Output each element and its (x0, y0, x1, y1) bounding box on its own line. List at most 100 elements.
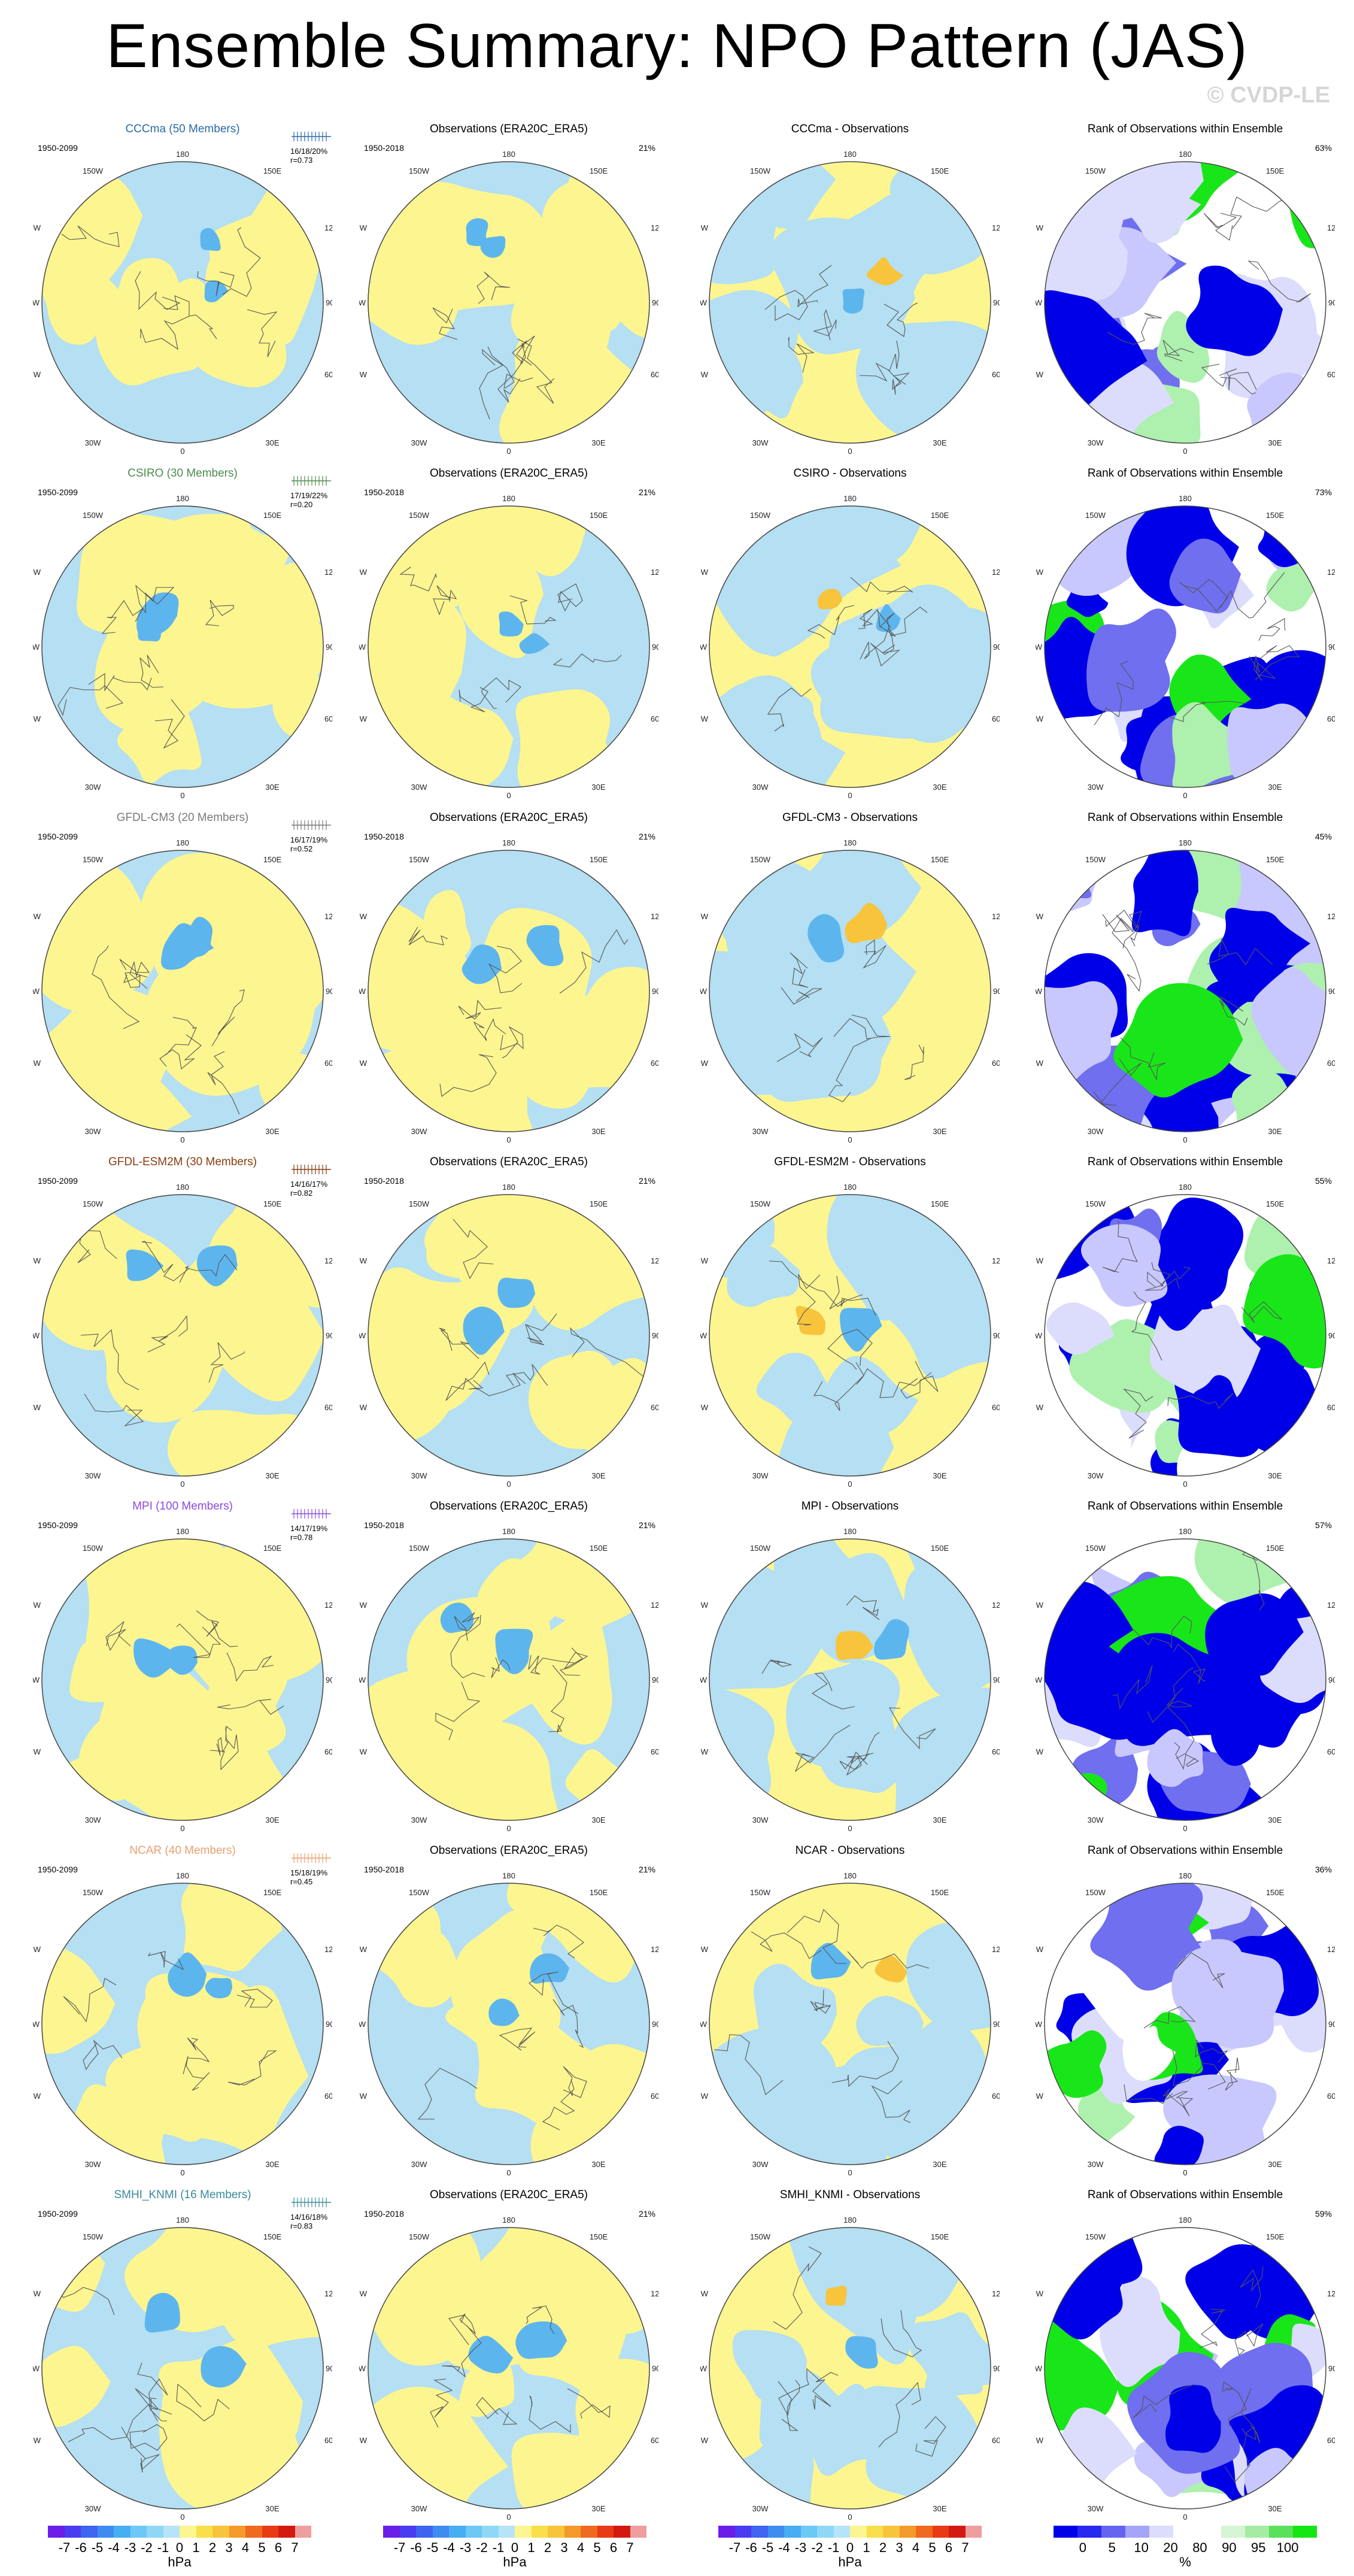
colorbar-tick-label: 0 (1079, 2540, 1086, 2555)
lon-label-tr: 150E (590, 511, 608, 520)
lon-label-tl: 150W (83, 1888, 104, 1897)
colorbar-unit: hPa (503, 2554, 527, 2569)
lon-label-ul: 120W (1036, 912, 1044, 921)
colorbar-tick-label: -3 (794, 2540, 807, 2555)
lon-label-tl: 150W (1085, 1888, 1106, 1897)
percent-label: 45% (1314, 832, 1332, 841)
lon-label-r: 90E (326, 298, 332, 307)
map-border (41, 161, 324, 444)
map-field (368, 2228, 649, 2509)
lon-label-ll: 60W (359, 2092, 368, 2101)
lon-label-top: 180 (502, 1871, 515, 1880)
map-field (368, 850, 649, 1132)
lon-label-bl: 30W (411, 2160, 427, 2169)
polar-map-diff: 180 150W 150E 120W 120E 90W 90E 60W 60E 30W 30E 0 (700, 838, 1000, 1144)
ensemble-stats: 14/16/17% r=0.82 (290, 1180, 327, 1198)
lon-label-br: 30E (1268, 438, 1282, 447)
colorbar-swatch (432, 2526, 449, 2538)
colorbar-swatch (850, 2526, 867, 2538)
stats-corr: r=0.45 (290, 1877, 313, 1886)
map-field (368, 1195, 649, 1476)
panel-model-2: 180 150W 150E 120W 120E 90W 90E 60W 60E 30W 30E 0 CS… (33, 467, 365, 808)
lon-label-ll: 60W (33, 714, 41, 723)
lon-label-ur: 120E (1327, 1945, 1335, 1954)
map-field (1045, 162, 1326, 443)
colorbar-unit: hPa (838, 2554, 862, 2569)
lon-label-ur: 120E (651, 1256, 658, 1265)
colorbar-swatch (1173, 2526, 1197, 2538)
colorbar-swatch (449, 2526, 466, 2538)
lon-label-ul: 120W (700, 1256, 709, 1265)
ensemble-stats: 17/19/22% r=0.20 (290, 491, 327, 509)
lon-label-ur: 120E (1327, 1601, 1335, 1610)
coastlines (769, 1260, 939, 1411)
colorbar-ticks: -7 -6 -5 -4 -3 -2 -1 0 1 2 3 4 5 6 7 (718, 2540, 1030, 2557)
map-field (368, 1883, 649, 2165)
lon-label-tr: 150E (590, 1199, 608, 1208)
lon-label-l: 90W (700, 1675, 708, 1684)
map-border (368, 1883, 650, 2165)
lon-label-tl: 150W (1085, 511, 1106, 520)
colorbar-swatch (899, 2526, 916, 2538)
colorbar-tick-label: 5 (928, 2540, 936, 2555)
lon-label-top: 180 (1179, 838, 1192, 847)
lon-label-bottom: 0 (506, 447, 511, 456)
colorbar-swatch (416, 2526, 433, 2538)
lon-label-tr: 150E (263, 1888, 282, 1897)
panel-rank-2: 180 150W 150E 120W 120E 90W 90E 60W 60E 30W 30E 0 Ra… (1036, 467, 1354, 808)
lon-label-bl: 30W (752, 1127, 769, 1136)
lon-label-tr: 150E (1266, 855, 1285, 864)
lon-label-lr: 60E (651, 714, 658, 723)
lon-label-br: 30E (265, 1816, 279, 1825)
lon-label-top: 180 (843, 494, 857, 503)
lon-label-top: 180 (176, 1527, 189, 1536)
lon-label-bl: 30W (1088, 1127, 1104, 1136)
panel-title: CSIRO - Observations (793, 467, 907, 480)
lon-label-r: 90E (993, 987, 1000, 996)
lon-label-tl: 150W (409, 1199, 430, 1208)
lon-label-tr: 150E (931, 855, 949, 864)
lon-label-top: 180 (1179, 1871, 1192, 1880)
lon-label-ur: 120E (324, 223, 332, 232)
map-field (1045, 850, 1326, 1132)
lon-label-top: 180 (843, 1183, 857, 1192)
lon-label-top: 180 (502, 1183, 515, 1192)
map-border (709, 2227, 991, 2510)
panel-title: GFDL-CM3 (20 Members) (116, 811, 249, 824)
coastlines (399, 566, 622, 713)
panel-diff-7: 180 150W 150E 120W 120E 90W 90E 60W 60E 30W 30E 0 SM… (700, 2189, 1033, 2530)
lon-label-br: 30E (1268, 1471, 1282, 1480)
lon-label-lr: 60E (992, 370, 1000, 379)
map-border (709, 505, 991, 788)
lon-label-ur: 120E (992, 912, 1000, 921)
period-label: 1950-2099 (38, 1865, 78, 1874)
polar-map-obs: 180 150W 150E 120W 120E 90W 90E 60W 60E 30W 30E 0 (359, 1871, 658, 2177)
colorbar-tick-label: 3 (895, 2540, 903, 2555)
lon-label-br: 30E (933, 2160, 946, 2169)
panel-obs-2: 180 150W 150E 120W 120E 90W 90E 60W 60E 30W 30E 0 Ob… (359, 467, 691, 808)
colorbar-tick-label: -5 (761, 2540, 774, 2555)
lon-label-tl: 150W (750, 2232, 771, 2241)
colorbar-swatch (147, 2526, 163, 2538)
map-border (1044, 2227, 1326, 2510)
panel-title: Rank of Observations within Ensemble (1087, 1500, 1283, 1513)
lon-label-ll: 60W (359, 714, 368, 723)
lon-label-lr: 60E (324, 2092, 332, 2101)
lon-label-tr: 150E (931, 511, 949, 520)
stats-corr: r=0.52 (290, 844, 313, 853)
colorbar-swatch (1245, 2526, 1269, 2538)
colorbar-swatch (614, 2526, 630, 2538)
lon-label-tl: 150W (409, 166, 430, 175)
panel-obs-1: 180 150W 150E 120W 120E 90W 90E 60W 60E 30W 30E 0 Ob… (359, 123, 691, 464)
lon-label-tl: 150W (83, 511, 104, 520)
coastlines (439, 1219, 644, 1401)
lon-label-bottom: 0 (848, 2168, 852, 2177)
coastlines (408, 926, 629, 1097)
polar-map-obs: 180 150W 150E 120W 120E 90W 90E 60W 60E 30W 30E 0 (359, 494, 658, 800)
lon-label-bl: 30W (411, 438, 427, 447)
lon-label-l: 90W (33, 1331, 40, 1340)
lon-label-bl: 30W (752, 1471, 769, 1480)
lon-label-tl: 150W (750, 1544, 771, 1553)
lon-label-r: 90E (1328, 1675, 1335, 1684)
lon-label-tr: 150E (263, 855, 282, 864)
